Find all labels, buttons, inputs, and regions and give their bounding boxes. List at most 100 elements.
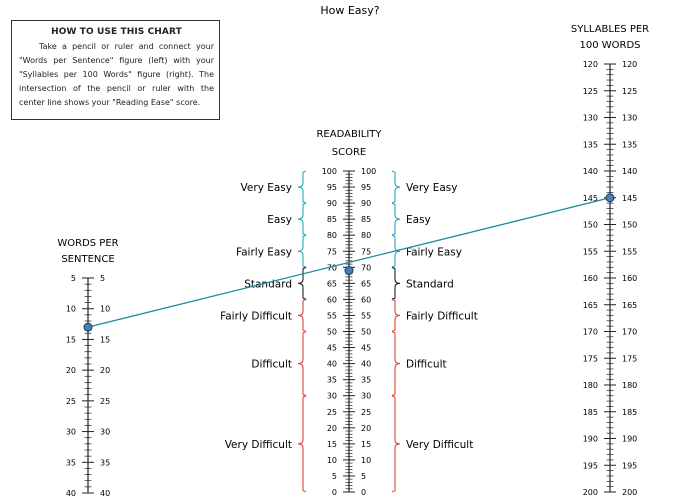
category-brackets-layer: Very Easy Very Easy Easy Easy Fairly Easy Fai… xyxy=(220,170,478,493)
syllables-tick-label-left: 145 xyxy=(583,194,598,203)
words-axis-label-line2: SENTENCE xyxy=(61,254,114,265)
category-label-right: Very Difficult xyxy=(406,439,473,451)
category-brace-end-right xyxy=(391,266,396,269)
readability-tick-label-right: 50 xyxy=(361,328,371,337)
syllables-tick-label-right: 180 xyxy=(622,381,637,390)
words-marker xyxy=(83,322,93,332)
readability-tick-label-right: 15 xyxy=(361,440,371,449)
category-brace-left xyxy=(297,396,304,491)
readability-tick-label-right: 35 xyxy=(361,376,371,385)
words-tick-label-left: 35 xyxy=(66,458,76,467)
readability-tick-label-right: 10 xyxy=(361,456,371,465)
category-brace-right xyxy=(394,171,401,203)
syllables-tick-label-right: 120 xyxy=(622,60,637,69)
syllables-tick-label-right: 185 xyxy=(622,408,637,417)
readability-tick-label-left: 70 xyxy=(327,263,337,272)
syllables-tick-label-right: 200 xyxy=(622,488,637,497)
category-brace-end-right xyxy=(391,490,396,493)
category-label-right: Easy xyxy=(406,214,431,226)
how-to-body: Take a pencil or ruler and connect your … xyxy=(19,42,214,107)
syllables-tick-label-right: 140 xyxy=(622,167,637,176)
syllables-tick-label-left: 170 xyxy=(583,328,598,337)
category-brace-end-left xyxy=(302,298,307,301)
readability-tick-label-right: 0 xyxy=(361,488,366,497)
syllables-tick-label-right: 195 xyxy=(622,461,637,470)
words-tick-label-right: 20 xyxy=(100,366,110,375)
category-brace-end-right xyxy=(391,298,396,301)
words-tick-label-right: 40 xyxy=(100,489,110,498)
readability-tick-label-right: 40 xyxy=(361,360,371,369)
category-brace-end-right xyxy=(391,331,396,334)
readability-tick-label-right: 30 xyxy=(361,392,371,401)
syllables-tick-label-left: 120 xyxy=(583,60,598,69)
syllables-tick-label-left: 180 xyxy=(583,381,598,390)
category-brace-end-right xyxy=(391,170,396,173)
category-brace-right xyxy=(394,300,401,331)
readability-tick-label-left: 80 xyxy=(327,231,337,240)
words-scale: 5 5 10 10 15 15 20 20 25 25 30 30 35 35 40 40 xyxy=(66,274,110,498)
words-tick-label-right: 25 xyxy=(100,397,110,406)
syllables-scale: 120 120 125 125 130 130 135 135 140 140 145 145 150 1… xyxy=(583,60,638,497)
category-label-right: Standard xyxy=(406,278,454,290)
category-brace-end-right xyxy=(391,234,396,237)
readability-tick-label-left: 95 xyxy=(327,183,337,192)
readability-tick-label-right: 90 xyxy=(361,199,371,208)
syllables-tick-label-left: 140 xyxy=(583,167,598,176)
category-brace-end-left xyxy=(302,202,307,205)
reading-line xyxy=(87,197,611,328)
readability-tick-label-left: 25 xyxy=(327,408,337,417)
category-label-right: Fairly Easy xyxy=(406,246,462,258)
readability-tick-label-left: 30 xyxy=(327,392,337,401)
syllables-tick-label-left: 190 xyxy=(583,435,598,444)
syllables-tick-label-left: 175 xyxy=(583,354,598,363)
readability-tick-label-left: 0 xyxy=(332,488,337,497)
words-tick-label-right: 5 xyxy=(100,274,105,283)
category-brace-end-left xyxy=(302,331,307,334)
category-brace-end-left xyxy=(302,266,307,269)
readability-tick-label-left: 65 xyxy=(327,279,337,288)
category-label-left: Fairly Easy xyxy=(236,246,292,258)
readability-tick-label-right: 70 xyxy=(361,263,371,272)
words-tick-label-right: 30 xyxy=(100,428,110,437)
syllables-tick-label-left: 165 xyxy=(583,301,598,310)
readability-tick-label-right: 75 xyxy=(361,247,371,256)
syllables-tick-label-right: 125 xyxy=(622,87,637,96)
readability-tick-label-left: 60 xyxy=(327,295,337,304)
syllables-tick-label-right: 160 xyxy=(622,274,637,283)
words-axis-label-line1: WORDS PER xyxy=(57,238,118,249)
category-brace-right xyxy=(394,396,401,491)
category-brace-right xyxy=(394,332,401,395)
how-to-heading: HOW TO USE THIS CHART xyxy=(51,27,182,37)
words-tick-label-right: 15 xyxy=(100,335,110,344)
readability-tick-label-left: 5 xyxy=(332,472,337,481)
readability-axis-label-line2: SCORE xyxy=(332,147,366,158)
category-label-left: Fairly Difficult xyxy=(220,310,292,322)
syllables-tick-label-left: 195 xyxy=(583,461,598,470)
category-brace-left xyxy=(297,204,304,235)
category-brace-left xyxy=(297,172,304,203)
syllables-tick-label-left: 185 xyxy=(583,408,598,417)
readability-tick-label-left: 90 xyxy=(327,199,337,208)
syllables-tick-label-right: 145 xyxy=(622,194,637,203)
syllables-axis-label-line1: SYLLABLES PER xyxy=(571,24,649,35)
category-brace-left xyxy=(297,268,304,299)
syllables-tick-label-right: 175 xyxy=(622,354,637,363)
syllables-tick-label-left: 130 xyxy=(583,114,598,123)
words-tick-label-left: 30 xyxy=(66,428,76,437)
category-label-left: Difficult xyxy=(251,359,292,371)
readability-tick-label-left: 85 xyxy=(327,215,337,224)
readability-tick-label-right: 65 xyxy=(361,279,371,288)
syllables-tick-label-left: 135 xyxy=(583,140,598,149)
category-brace-left xyxy=(297,332,304,395)
words-tick-label-right: 10 xyxy=(100,305,110,314)
category-label-left: Very Difficult xyxy=(225,439,292,451)
category-brace-left xyxy=(297,236,304,267)
readability-tick-label-left: 45 xyxy=(327,344,337,353)
readability-tick-label-left: 15 xyxy=(327,440,337,449)
category-label-left: Standard xyxy=(244,278,292,290)
category-brace-end-left xyxy=(302,170,307,173)
reading-line-layer xyxy=(83,193,615,332)
syllables-tick-label-right: 150 xyxy=(622,221,637,230)
